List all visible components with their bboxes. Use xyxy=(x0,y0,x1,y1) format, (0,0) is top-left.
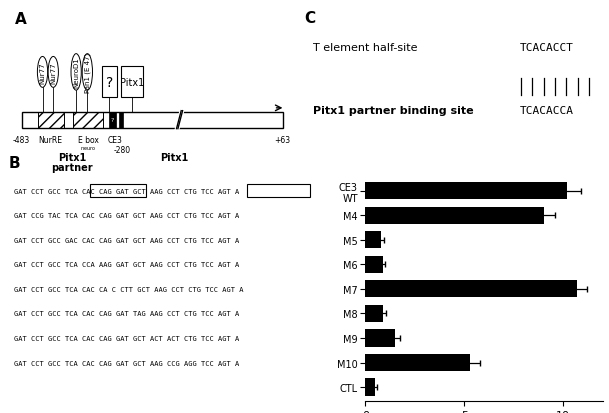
Bar xyxy=(247,184,310,198)
Bar xyxy=(365,207,543,224)
Text: TCACACCT: TCACACCT xyxy=(519,43,573,53)
Text: ?: ? xyxy=(111,118,114,123)
Text: GAT CCG TAC TCA CAC CAG GAT GCT AAG CCT CTG TCC AGT A: GAT CCG TAC TCA CAC CAG GAT GCT AAG CCT … xyxy=(14,213,239,218)
Text: Pitx1: Pitx1 xyxy=(58,153,86,163)
Text: Pitx1 partner binding site: Pitx1 partner binding site xyxy=(314,106,474,116)
Text: GAT CCT GCC GAC CAC CAG GAT GCT AAG CCT CTG TCC AGT A: GAT CCT GCC GAC CAC CAG GAT GCT AAG CCT … xyxy=(14,237,239,243)
Text: GAT CCT GCC TCA CAC CA C CTT GCT AAG CCT CTG TCC AGT A: GAT CCT GCC TCA CAC CA C CTT GCT AAG CCT… xyxy=(14,286,244,292)
Text: -280: -280 xyxy=(113,145,130,154)
Ellipse shape xyxy=(48,57,58,88)
Text: ?: ? xyxy=(106,76,113,90)
Text: E box: E box xyxy=(78,136,99,145)
Text: TCACACCA: TCACACCA xyxy=(519,106,573,116)
Ellipse shape xyxy=(82,55,93,91)
Text: GAT CCT GCC TCA CCA AAG GAT GCT AAG CCT CTG TCC AGT A: GAT CCT GCC TCA CCA AAG GAT GCT AAG CCT … xyxy=(14,261,239,268)
Text: CE3: CE3 xyxy=(107,136,122,145)
Text: NeuroD1: NeuroD1 xyxy=(73,57,79,88)
Text: Pan1 (E 47): Pan1 (E 47) xyxy=(84,52,91,93)
Text: C: C xyxy=(304,12,315,26)
Bar xyxy=(119,112,123,128)
Text: Nur77: Nur77 xyxy=(40,62,46,83)
Text: -483: -483 xyxy=(13,136,30,145)
Bar xyxy=(90,184,146,198)
Bar xyxy=(121,67,143,98)
Text: T element half-site: T element half-site xyxy=(314,43,418,53)
Text: A: A xyxy=(15,12,26,27)
Text: B: B xyxy=(9,155,20,170)
Text: Pitx1: Pitx1 xyxy=(161,153,189,163)
Text: Nur77: Nur77 xyxy=(51,62,56,83)
Bar xyxy=(365,183,567,199)
Text: $\mathregular{_{neuro}}$: $\mathregular{_{neuro}}$ xyxy=(80,145,96,153)
Bar xyxy=(109,112,116,128)
Text: GAT CCT GCC TCA CAC CAG GAT GCT AAG CCG AGG TCC AGT A: GAT CCT GCC TCA CAC CAG GAT GCT AAG CCG … xyxy=(14,360,239,366)
Text: GAT CCT GCC TCA CAC CAG GAT TAG AAG CCT CTG TCC AGT A: GAT CCT GCC TCA CAC CAG GAT TAG AAG CCT … xyxy=(14,311,239,317)
Bar xyxy=(365,280,577,298)
Bar xyxy=(21,112,283,128)
Bar xyxy=(38,112,63,128)
Bar xyxy=(102,67,117,98)
Ellipse shape xyxy=(71,55,81,91)
Bar xyxy=(365,330,395,347)
Bar xyxy=(365,256,383,273)
Text: Pitx1: Pitx1 xyxy=(119,78,144,88)
Bar xyxy=(365,379,375,396)
Text: +63: +63 xyxy=(274,136,290,145)
Text: NurRE: NurRE xyxy=(38,136,63,145)
Ellipse shape xyxy=(37,57,48,88)
Bar xyxy=(365,354,470,371)
Bar xyxy=(365,305,383,322)
Bar xyxy=(73,112,104,128)
Text: GAT CCT GCC TCA CAC CAG GAT GCT ACT ACT CTG TCC AGT A: GAT CCT GCC TCA CAC CAG GAT GCT ACT ACT … xyxy=(14,335,239,341)
Text: GAT CCT GCC TCA CAC CAG GAT GCT AAG CCT CTG TCC AGT A: GAT CCT GCC TCA CAC CAG GAT GCT AAG CCT … xyxy=(14,188,239,194)
Bar xyxy=(365,232,381,249)
Text: partner: partner xyxy=(51,163,93,173)
